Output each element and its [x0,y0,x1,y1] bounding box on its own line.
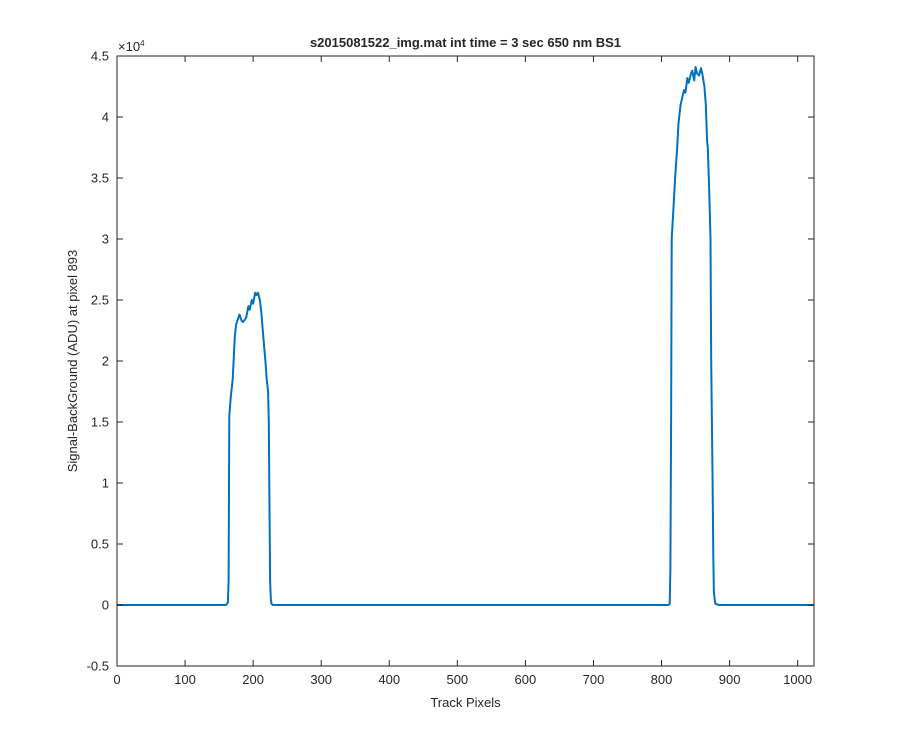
x-tick-label: 600 [515,672,537,687]
y-tick-label: 2 [102,354,109,369]
x-axis-label: Track Pixels [430,695,501,710]
y-axis-label: Signal-BackGround (ADU) at pixel 893 [65,250,80,473]
chart-title: s2015081522_img.mat int time = 3 sec 650… [310,35,621,50]
x-tick-label: 200 [242,672,264,687]
x-tick-label: 100 [174,672,196,687]
x-tick-label: 300 [310,672,332,687]
x-tick-label: 1000 [783,672,812,687]
y-tick-label: 1.5 [91,415,109,430]
x-tick-label: 500 [446,672,468,687]
y-tick-label: 2.5 [91,293,109,308]
x-tick-label: 400 [378,672,400,687]
y-tick-label: 0.5 [91,537,109,552]
x-tick-label: 900 [719,672,741,687]
x-tick-label: 0 [113,672,120,687]
y-tick-label: 4 [102,110,109,125]
y-tick-label: 1 [102,476,109,491]
y-tick-label: 3 [102,232,109,247]
y-tick-label: -0.5 [87,659,109,674]
x-tick-label: 700 [583,672,605,687]
y-tick-label: 0 [102,598,109,613]
y-tick-label: 4.5 [91,49,109,64]
y-tick-label: 3.5 [91,171,109,186]
plot-area [117,56,814,666]
y-exponent-label: ×104 [118,39,145,54]
x-tick-label: 800 [651,672,673,687]
series-line-0 [117,66,814,606]
